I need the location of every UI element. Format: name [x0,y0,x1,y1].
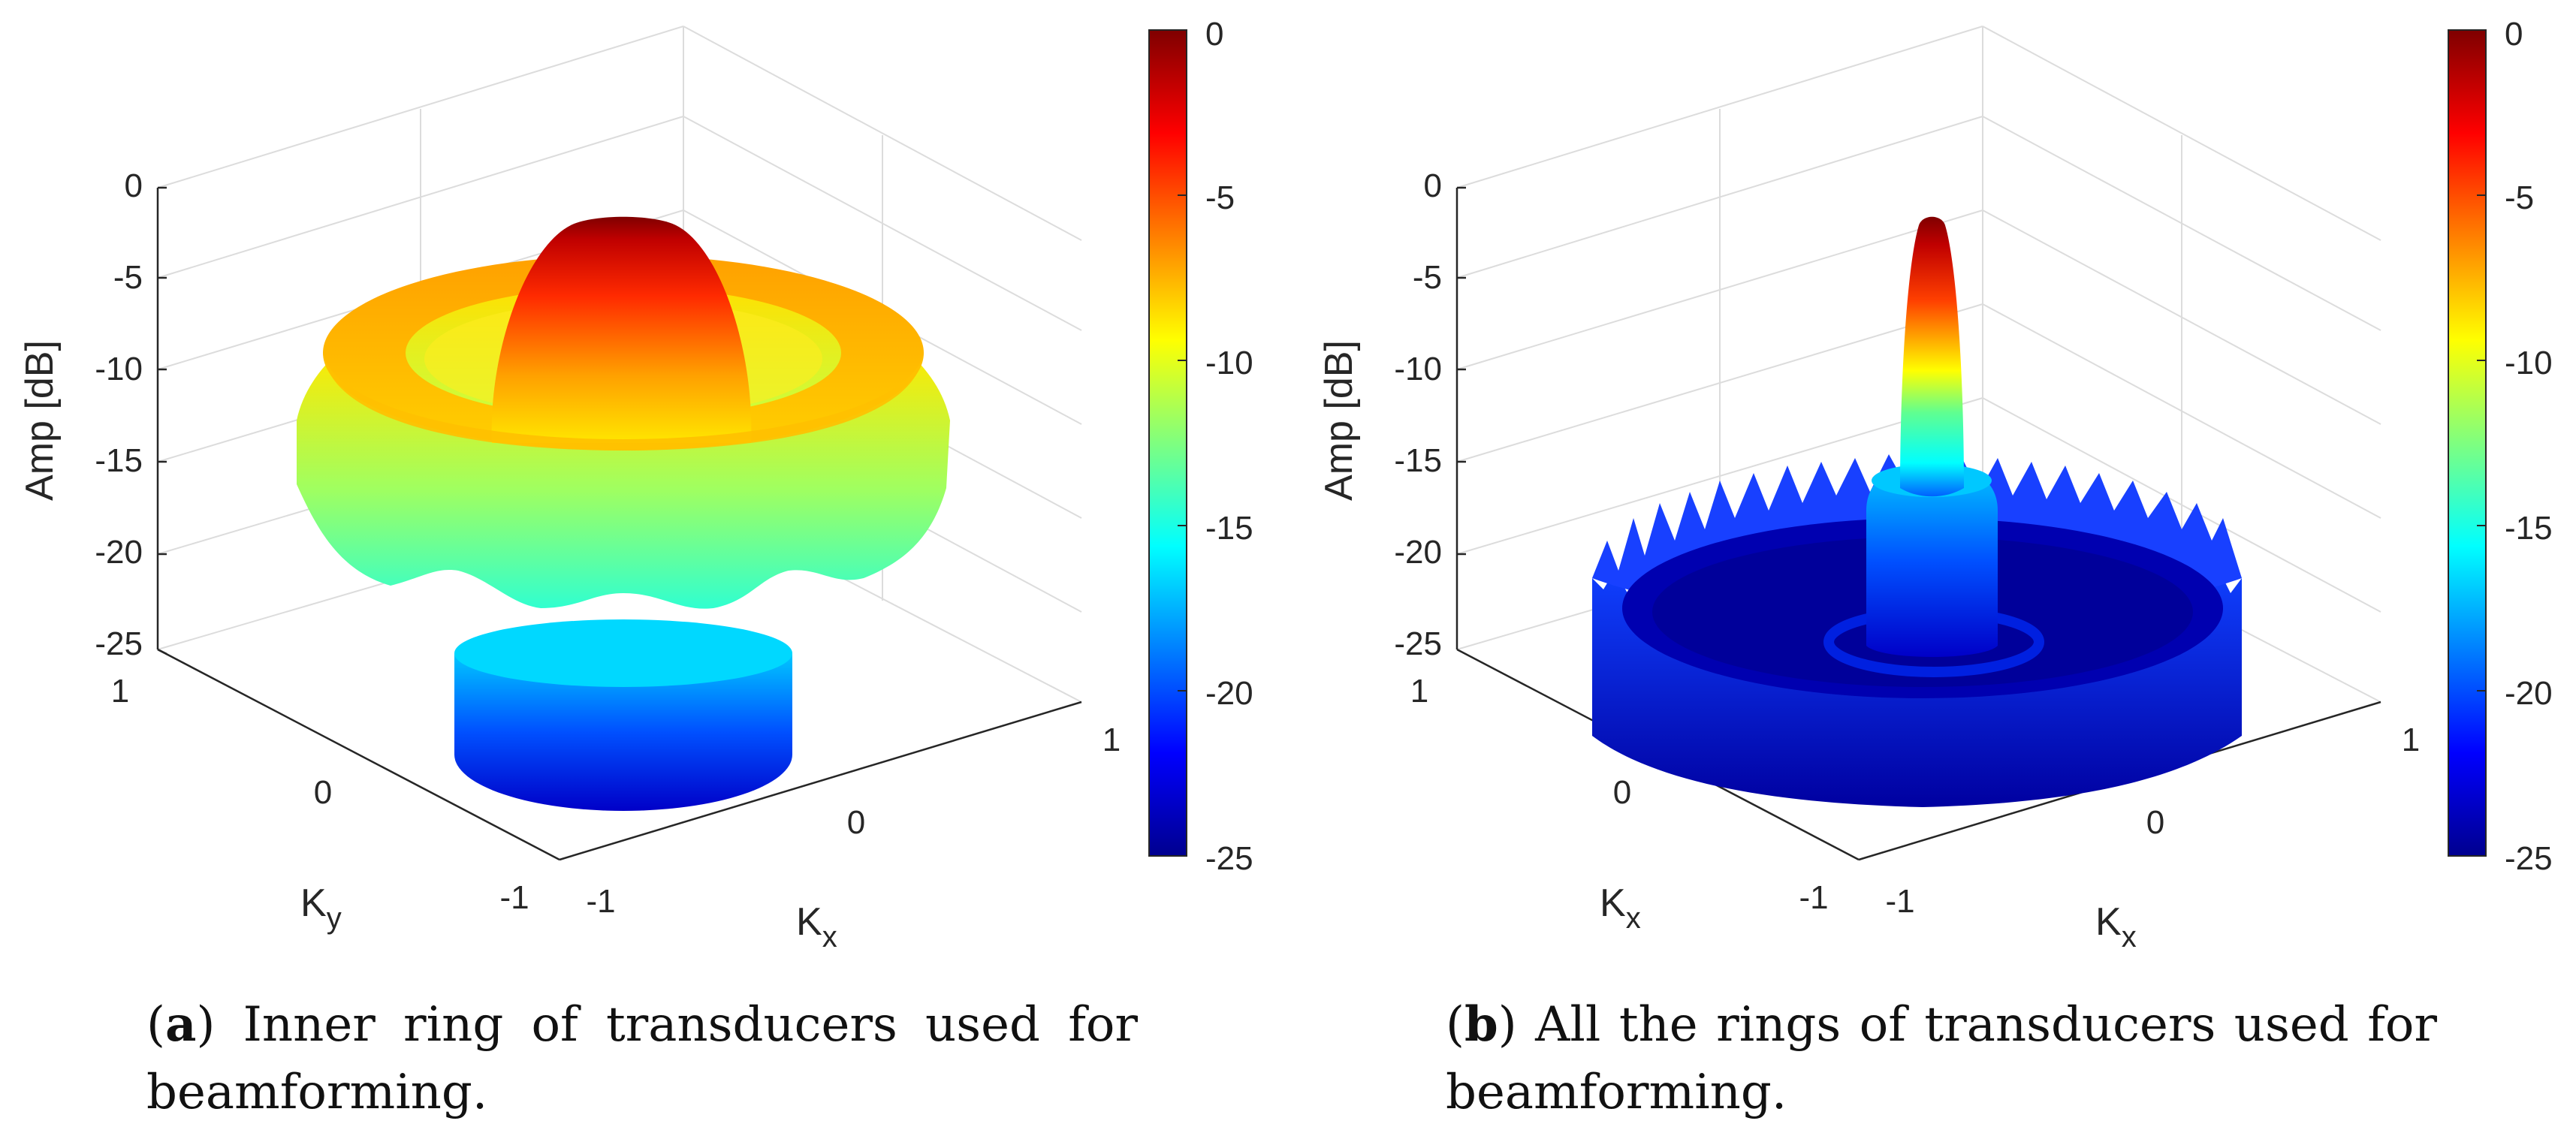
panel-b-z-ticks: 0 -5 -10 -15 -20 -25 [1394,167,1442,662]
panel-a-kx-tick: -1 [586,883,615,920]
panel-a-axes [156,186,1082,861]
panel-a-z-tick: -20 [95,534,143,571]
panel-b-ky-tick: 1 [1410,673,1428,710]
panel-a-colorbar [1148,29,1187,857]
panel-a-z-tick: -10 [95,351,143,387]
caption-b-letter: b [1464,996,1498,1053]
panel-b-z-tick: 0 [1424,167,1442,204]
caption-a-letter: a [164,996,197,1053]
caption-a: (a) Inner ring of transducers used for b… [146,996,1138,1120]
panel-a-z-label: Amp [dB] [18,340,62,501]
panel-a-cb-tick: -15 [1205,510,1253,547]
panel-b-ky-tick: 0 [1613,774,1631,811]
panel-b-z-label: Amp [dB] [1317,340,1361,501]
panel-b-z-tick: -15 [1394,442,1442,479]
panel-a-cb-tick: 0 [1205,16,1223,53]
caption-b: (b) All the rings of transducers used fo… [1446,996,2437,1120]
panel-b-kx-tick: -1 [1885,883,1914,920]
panel-a-z-tick: -5 [113,259,143,296]
panel-b-cb-tick: -15 [2505,510,2553,547]
panel-a-ky-tick: 1 [111,673,129,710]
panel-a-colorbar-ticks: 0 -5 -10 -15 -20 -25 [1205,16,1253,877]
panel-b-surface [1592,216,2242,807]
panel-b-ky-ticks: 1 0 -1 [1410,673,1829,916]
panel-b-cb-tick: -10 [2505,345,2553,381]
panel-b-grid [1456,26,2381,703]
panel-b-cb-tick: -25 [2505,840,2553,877]
panel-a-kx-tick: 1 [1102,722,1121,758]
panel-a-cb-tick: -10 [1205,345,1253,381]
panel-b-kx-tick: 1 [2402,722,2420,758]
panel-a-cb-tick: -20 [1205,675,1253,712]
panel-a: 0 -5 -10 -15 -20 -25 Amp [dB] 1 0 -1 -1 … [18,16,1253,954]
panel-a-z-tick: -15 [95,442,143,479]
panel-a-z-ticks: 0 -5 -10 -15 -20 -25 [95,167,143,662]
panel-b-z-tick: -5 [1413,259,1442,296]
panel-b-colorbar-ticks: 0 -5 -10 -15 -20 -25 [2505,16,2553,877]
panel-a-kx-label: Kx [796,900,837,954]
panel-b-kx-ticks: -1 0 1 [1885,722,2420,920]
panel-a-ky-tick: -1 [499,879,529,916]
panel-a-kx-ticks: -1 0 1 [586,722,1121,920]
panel-b: 0 -5 -10 -15 -20 -25 Amp [dB] 1 0 -1 -1 … [1317,16,2553,954]
caption-b-text: ) All the rings of transducers used for … [1446,997,2437,1120]
panel-a-z-tick: 0 [125,167,143,204]
panel-b-kx-label: Kx [2095,900,2137,954]
panel-b-cb-tick: 0 [2505,16,2523,53]
panel-a-ky-label: Ky [300,881,342,935]
panel-b-colorbar [2448,29,2487,857]
panel-b-kx-tick: 0 [2146,804,2164,841]
panel-b-z-tick: -20 [1394,534,1442,571]
panel-a-kx-tick: 0 [847,804,865,841]
panel-b-cb-tick: -20 [2505,675,2553,712]
panel-a-ky-tick: 0 [314,774,332,811]
panel-a-cb-tick: -5 [1205,179,1235,216]
panel-a-cb-tick: -25 [1205,840,1253,877]
panel-b-z-tick: -10 [1394,351,1442,387]
panel-b-ky-tick: -1 [1799,879,1828,916]
caption-a-text: ) Inner ring of transducers used for bea… [146,997,1138,1120]
panel-b-ky-label: Kx [1600,881,1641,935]
panel-b-z-tick: -25 [1394,625,1442,662]
panel-a-surface [297,216,950,811]
panel-b-cb-tick: -5 [2505,179,2534,216]
panel-a-ky-ticks: 1 0 -1 [111,673,529,916]
panel-a-z-tick: -25 [95,625,143,662]
